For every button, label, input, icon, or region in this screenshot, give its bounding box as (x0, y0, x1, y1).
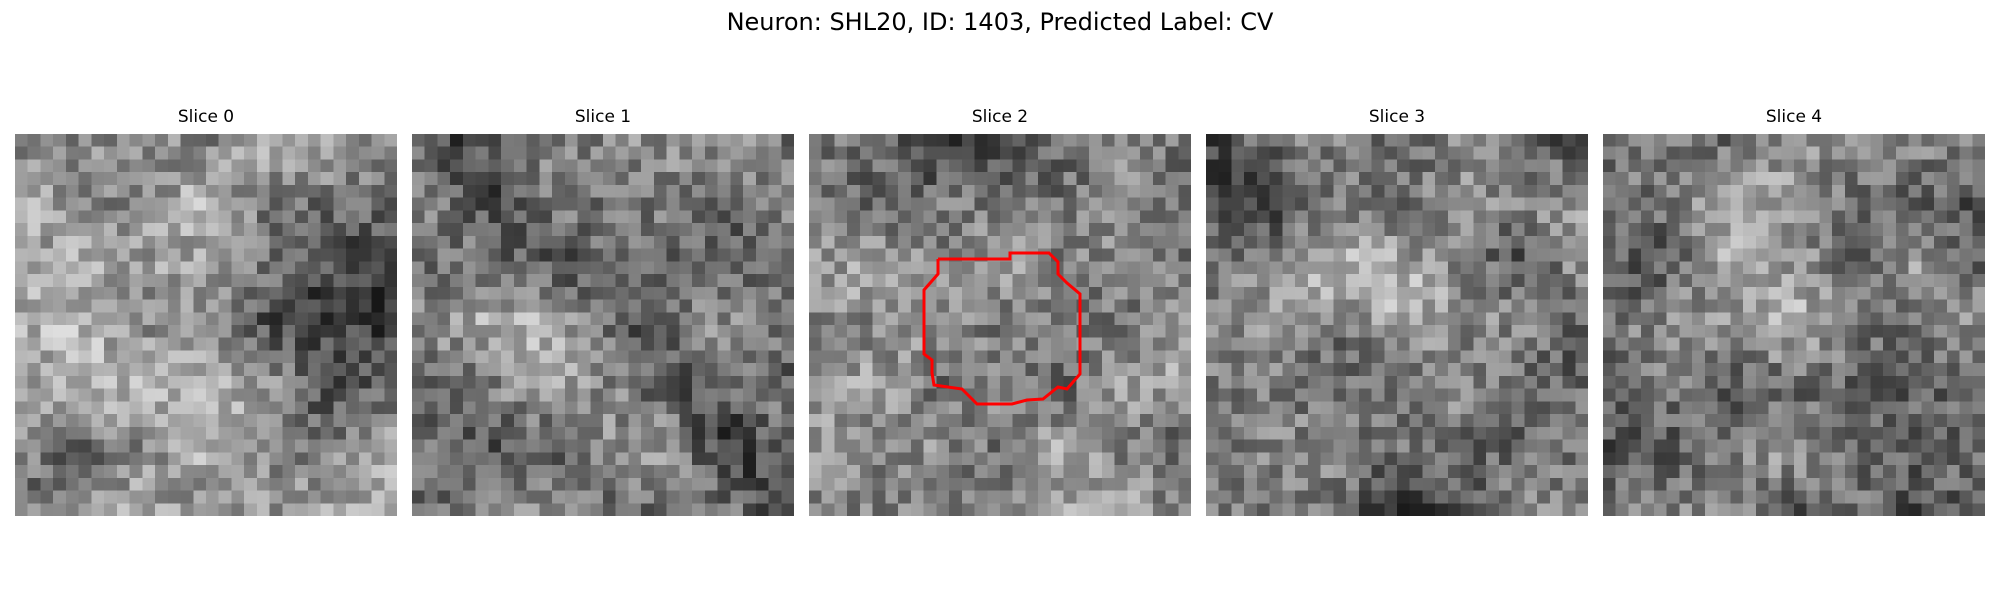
slice-title: Slice 4 (1765, 107, 1823, 127)
slice-image-0 (15, 134, 397, 516)
figure-title: Neuron: SHL20, ID: 1403, Predicted Label… (726, 8, 1274, 36)
slice-title: Slice 0 (177, 107, 235, 127)
slice-title: Slice 1 (574, 107, 632, 127)
slice-image-3 (1206, 134, 1588, 516)
slice-image-1 (412, 134, 794, 516)
slice-image-2 (809, 134, 1191, 516)
slice-title: Slice 3 (1368, 107, 1426, 127)
slice-title: Slice 2 (971, 107, 1029, 127)
slice-image-4 (1603, 134, 1985, 516)
